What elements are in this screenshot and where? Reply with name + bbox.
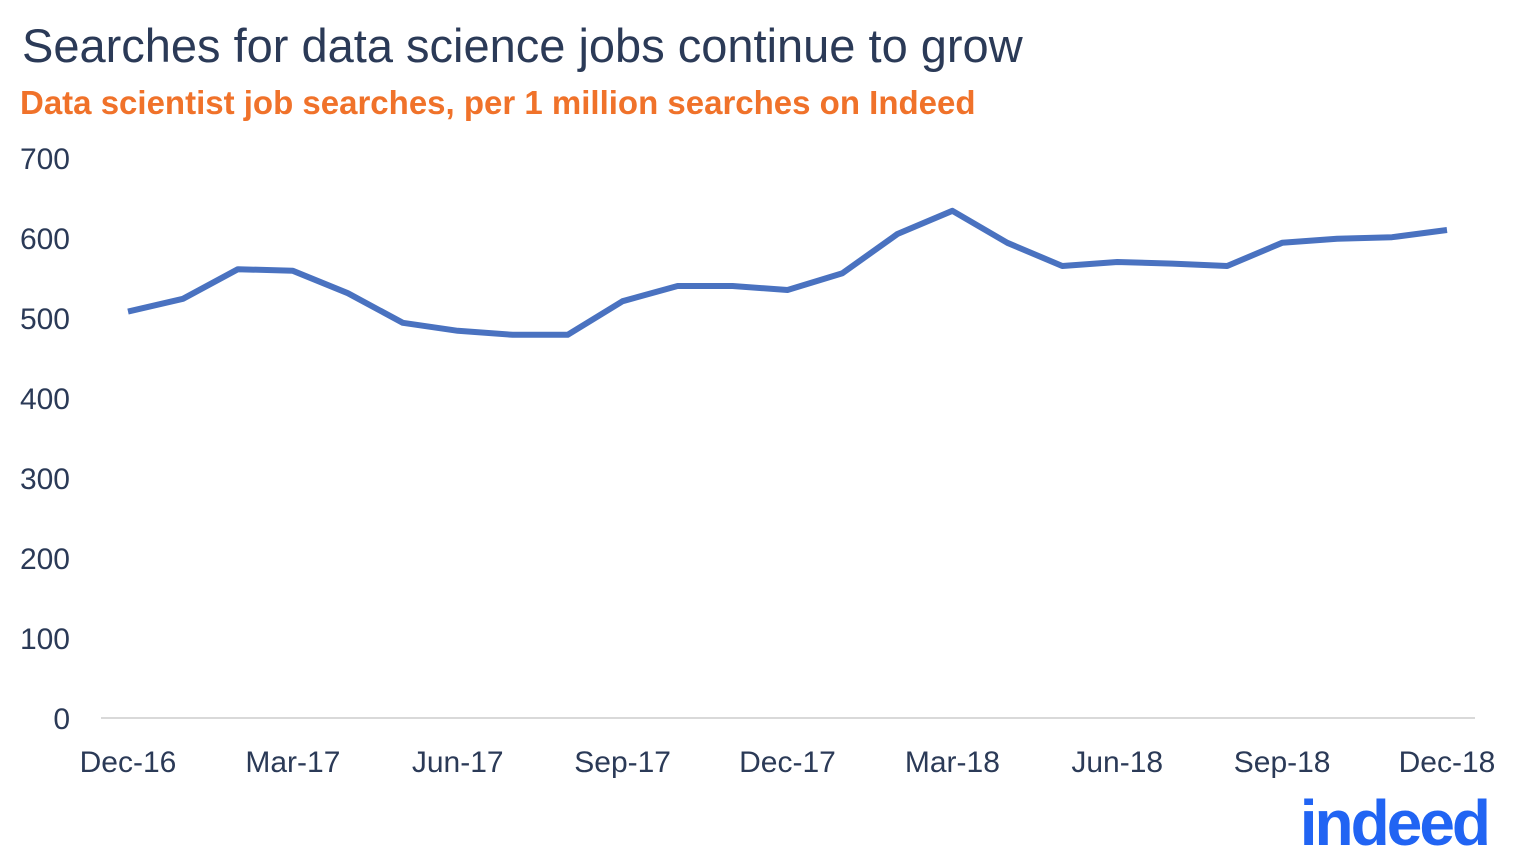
chart-subtitle: Data scientist job searches, per 1 milli… xyxy=(20,84,976,121)
y-tick-label: 200 xyxy=(20,543,70,576)
x-tick-label: Mar-17 xyxy=(245,746,340,779)
series-line xyxy=(127,207,1448,338)
y-tick-label: 700 xyxy=(20,143,70,176)
y-tick-label: 400 xyxy=(20,383,70,416)
x-tick-label: Sep-18 xyxy=(1234,746,1331,779)
y-tick-label: 0 xyxy=(53,703,70,736)
y-tick-label: 600 xyxy=(20,223,70,256)
y-tick-label: 300 xyxy=(20,463,70,496)
indeed-logo: indeed xyxy=(1299,787,1491,859)
x-tick-label: Mar-18 xyxy=(905,746,1000,779)
x-tick-label: Dec-18 xyxy=(1399,746,1496,779)
x-tick-label: Jun-18 xyxy=(1071,746,1163,779)
y-tick-label: 100 xyxy=(20,623,70,656)
y-tick-label: 500 xyxy=(20,303,70,336)
x-tick-label: Dec-17 xyxy=(739,746,836,779)
chart-title: Searches for data science jobs continue … xyxy=(22,19,1023,72)
x-tick-label: Jun-17 xyxy=(412,746,504,779)
x-tick-label: Sep-17 xyxy=(574,746,671,779)
x-tick-label: Dec-16 xyxy=(80,746,177,779)
